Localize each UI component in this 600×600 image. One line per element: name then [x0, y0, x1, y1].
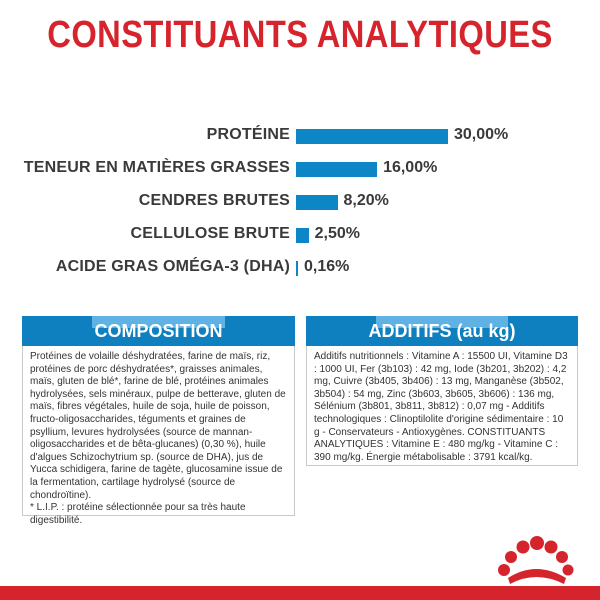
bar-label: PROTÉINE	[206, 126, 290, 143]
additifs-header: ADDITIFS (au kg)	[306, 316, 578, 346]
composition-text: Protéines de volaille déshydratées, fari…	[30, 351, 286, 501]
bar	[296, 195, 338, 210]
composition-footnote: * L.I.P. : protéine sélectionnée pour sa…	[30, 502, 246, 526]
composition-header: COMPOSITION	[22, 316, 295, 346]
bar-label: ACIDE GRAS OMÉGA-3 (DHA)	[55, 258, 290, 275]
bar-value-label: 16,00%	[383, 159, 438, 176]
additifs-text: Additifs nutritionnels : Vitamine A : 15…	[314, 351, 568, 463]
bar	[296, 129, 448, 144]
bar	[296, 228, 309, 243]
additifs-panel: Additifs nutritionnels : Vitamine A : 15…	[306, 346, 578, 466]
bar-value-label: 2,50%	[314, 225, 361, 242]
page-title: CONSTITUANTS ANALYTIQUES	[47, 14, 553, 56]
chart-row: PROTÉINE 30,00%	[0, 120, 600, 152]
analytical-constituents-chart: PROTÉINE 30,00% TENEUR EN MATIÈRES GRASSES…	[0, 120, 600, 300]
royal-canin-crown-icon	[498, 536, 574, 584]
bar-label: CELLULOSE BRUTE	[130, 225, 290, 242]
additifs-heading: ADDITIFS (au kg)	[368, 321, 516, 341]
bar	[296, 162, 378, 177]
bar	[296, 261, 298, 276]
bar-value-label: 30,00%	[454, 126, 509, 143]
chart-row: TENEUR EN MATIÈRES GRASSES 16,00%	[0, 153, 600, 185]
composition-heading: COMPOSITION	[94, 321, 223, 341]
chart-row: CENDRES BRUTES 8,20%	[0, 186, 600, 218]
bar-label: CENDRES BRUTES	[138, 192, 290, 209]
bar-value-label: 8,20%	[343, 192, 389, 209]
bar-value-label: 0,16%	[304, 258, 350, 275]
composition-panel: Protéines de volaille déshydratées, fari…	[22, 346, 295, 526]
chart-row: CELLULOSE BRUTE 2,50%	[0, 219, 600, 251]
footer-bar	[0, 586, 600, 600]
bar-label: TENEUR EN MATIÈRES GRASSES	[23, 159, 290, 176]
chart-row: ACIDE GRAS OMÉGA-3 (DHA) 0,16%	[0, 252, 600, 284]
